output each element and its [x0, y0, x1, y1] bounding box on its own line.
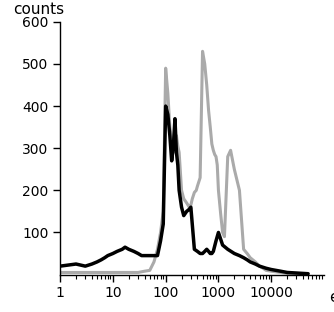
Y-axis label: counts: counts — [13, 2, 64, 17]
X-axis label: eV: eV — [329, 290, 334, 305]
